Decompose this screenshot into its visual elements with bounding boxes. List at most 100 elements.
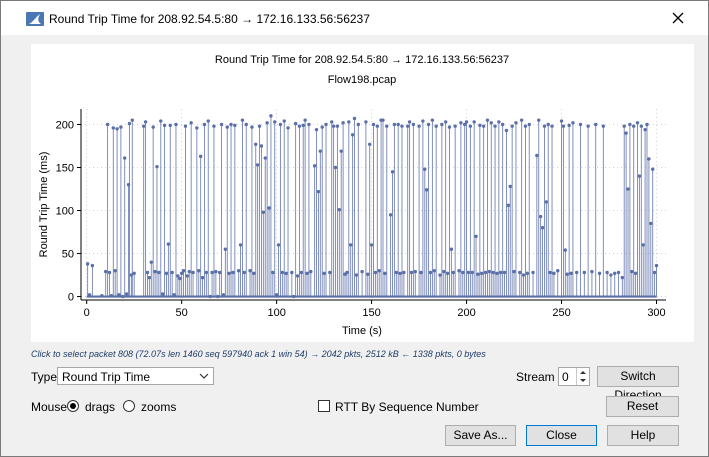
rtt-point[interactable] xyxy=(571,121,575,125)
rtt-point[interactable] xyxy=(506,203,511,208)
rtt-point[interactable] xyxy=(489,121,493,125)
rtt-point[interactable] xyxy=(417,124,421,128)
help-button[interactable]: Help xyxy=(607,425,679,446)
rtt-point[interactable] xyxy=(273,120,277,124)
rtt-point[interactable] xyxy=(449,247,454,251)
rtt-point[interactable] xyxy=(652,270,657,275)
rtt-point[interactable] xyxy=(307,122,311,127)
rtt-point[interactable] xyxy=(341,121,345,125)
rtt-point[interactable] xyxy=(141,124,146,128)
rtt-point[interactable] xyxy=(197,269,201,273)
rtt-point[interactable] xyxy=(470,270,474,275)
rtt-point[interactable] xyxy=(115,127,119,131)
rtt-point[interactable] xyxy=(366,272,370,276)
rtt-point[interactable] xyxy=(200,275,205,280)
rtt-point[interactable] xyxy=(388,213,393,217)
rtt-point[interactable] xyxy=(331,124,336,128)
rtt-point[interactable] xyxy=(601,124,606,128)
rtt-point[interactable] xyxy=(510,124,514,128)
reset-button[interactable]: Reset xyxy=(606,396,679,417)
rtt-point[interactable] xyxy=(548,270,552,275)
rtt-point[interactable] xyxy=(462,122,467,127)
rtt-point[interactable] xyxy=(240,118,245,122)
rtt-point[interactable] xyxy=(333,165,338,170)
rtt-point[interactable] xyxy=(263,156,267,160)
rtt-point[interactable] xyxy=(375,124,379,128)
rtt-point[interactable] xyxy=(654,263,659,268)
rtt-point[interactable] xyxy=(590,269,594,274)
rtt-point[interactable] xyxy=(244,122,248,127)
rtt-point[interactable] xyxy=(369,243,374,247)
rtt-point[interactable] xyxy=(242,270,247,275)
rtt-point[interactable] xyxy=(523,124,528,128)
rtt-point[interactable] xyxy=(223,247,228,251)
rtt-point[interactable] xyxy=(647,157,651,161)
rtt-point[interactable] xyxy=(464,120,469,124)
rtt-point[interactable] xyxy=(561,124,566,128)
rtt-point[interactable] xyxy=(472,120,476,124)
rtt-point[interactable] xyxy=(421,119,425,123)
rtt-point[interactable] xyxy=(347,120,351,124)
rtt-point[interactable] xyxy=(250,125,254,129)
rtt-point[interactable] xyxy=(518,270,522,275)
rtt-point[interactable] xyxy=(383,271,387,276)
rtt-point[interactable] xyxy=(544,200,549,204)
rtt-point[interactable] xyxy=(411,122,416,127)
rtt-point[interactable] xyxy=(153,269,157,274)
rtt-point[interactable] xyxy=(259,144,264,148)
rtt-point[interactable] xyxy=(204,270,209,275)
rtt-point[interactable] xyxy=(637,174,642,178)
rtt-point[interactable] xyxy=(525,271,530,276)
rtt-point[interactable] xyxy=(132,271,136,276)
rtt-point[interactable] xyxy=(535,153,539,158)
rtt-point[interactable] xyxy=(597,271,602,276)
rtt-point[interactable] xyxy=(316,189,321,194)
rtt-by-sequence-label[interactable]: RTT By Sequence Number xyxy=(335,400,479,414)
rtt-point[interactable] xyxy=(178,276,182,281)
rtt-point[interactable] xyxy=(127,121,132,126)
rtt-point[interactable] xyxy=(402,270,406,275)
rtt-point[interactable] xyxy=(430,118,435,122)
rtt-point[interactable] xyxy=(85,262,90,266)
rtt-point[interactable] xyxy=(537,118,541,122)
rtt-point[interactable] xyxy=(320,125,324,129)
rtt-point[interactable] xyxy=(252,271,256,276)
rtt-point[interactable] xyxy=(290,270,294,275)
rtt-point[interactable] xyxy=(117,293,121,297)
rtt-point[interactable] xyxy=(392,122,397,127)
drags-label[interactable]: drags xyxy=(85,400,116,414)
rtt-point[interactable] xyxy=(508,184,512,189)
rtt-point[interactable] xyxy=(187,269,191,274)
rtt-point[interactable] xyxy=(409,270,414,275)
rtt-point[interactable] xyxy=(179,271,184,276)
rtt-point[interactable] xyxy=(538,214,543,219)
rtt-point[interactable] xyxy=(478,123,482,128)
rtt-point[interactable] xyxy=(451,270,455,275)
rtt-point[interactable] xyxy=(352,116,357,121)
rtt-point[interactable] xyxy=(447,125,452,129)
rtt-point[interactable] xyxy=(225,125,229,129)
rtt-point[interactable] xyxy=(181,269,186,273)
rtt-point[interactable] xyxy=(105,122,110,127)
rtt-point[interactable] xyxy=(632,124,636,128)
rtt-point[interactable] xyxy=(400,124,404,128)
rtt-point[interactable] xyxy=(622,124,626,128)
rtt-point[interactable] xyxy=(280,270,285,275)
rtt-point[interactable] xyxy=(432,269,436,273)
rtt-point[interactable] xyxy=(381,118,385,122)
rtt-point[interactable] xyxy=(248,269,252,273)
rtt-point[interactable] xyxy=(227,271,231,276)
rtt-point[interactable] xyxy=(569,271,573,276)
rtt-point[interactable] xyxy=(628,122,632,127)
rtt-point[interactable] xyxy=(552,271,556,276)
rtt-point[interactable] xyxy=(233,123,237,128)
rtt-point[interactable] xyxy=(495,271,499,276)
rtt-point[interactable] xyxy=(405,124,410,128)
rtt-point[interactable] xyxy=(145,270,150,275)
rtt-point[interactable] xyxy=(616,270,621,275)
rtt-point[interactable] xyxy=(274,293,279,297)
rtt-point[interactable] xyxy=(468,124,473,128)
rtt-point[interactable] xyxy=(261,210,266,214)
zooms-label[interactable]: zooms xyxy=(141,400,177,414)
rtt-point[interactable] xyxy=(613,271,617,276)
